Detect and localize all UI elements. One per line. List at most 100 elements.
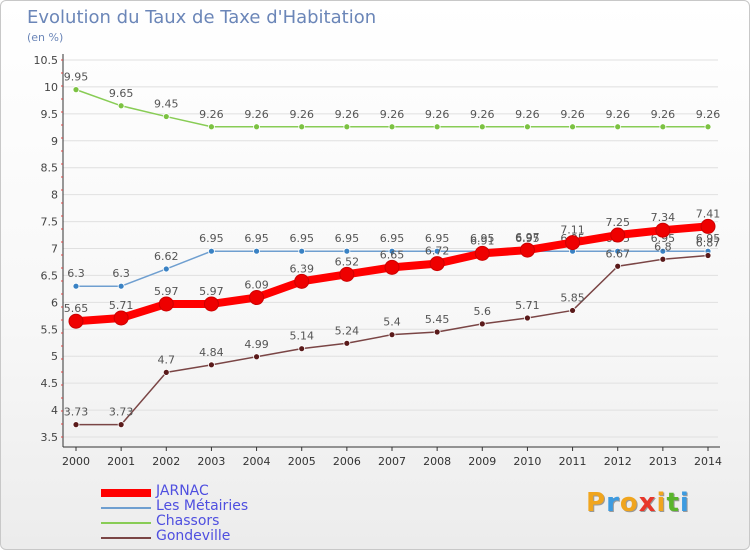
data-point-les-metairies (614, 247, 622, 255)
data-point-chassors (388, 123, 396, 131)
data-point-les-metairies (253, 247, 260, 255)
data-label-jarnac: 6.97 (515, 231, 540, 244)
data-label-les-metairies: 6.3 (67, 267, 85, 280)
x-tick-label: 2008 (423, 455, 451, 468)
legend-swatch-jarnac (101, 489, 151, 497)
data-label-chassors: 9.26 (515, 108, 540, 121)
data-label-chassors: 9.26 (199, 108, 224, 121)
data-point-jarnac (113, 310, 129, 326)
y-tick-label: 10 (44, 81, 58, 94)
logo-letter: i (656, 488, 667, 518)
data-point-jarnac (158, 296, 174, 312)
x-tick-label: 2000 (62, 455, 90, 468)
y-tick-label: 9 (51, 135, 58, 148)
series-line-gondeville (76, 254, 709, 426)
data-label-jarnac: 5.97 (199, 285, 224, 298)
data-point-chassors (208, 123, 215, 131)
data-label-les-metairies: 6.95 (425, 232, 450, 245)
data-label-gondeville: 5.6 (474, 305, 492, 318)
data-point-gondeville (72, 421, 80, 429)
data-label-les-metairies: 6.95 (335, 232, 360, 245)
logo-letter: t (666, 488, 680, 518)
x-tick-label: 2014 (694, 455, 722, 468)
data-label-jarnac: 6.65 (380, 248, 405, 261)
logo-letter: P (586, 488, 607, 518)
data-point-les-metairies (343, 247, 351, 255)
chart-title: Evolution du Taux de Taxe d'Habitation (27, 7, 377, 28)
data-point-jarnac (474, 245, 490, 261)
x-tick-label: 2006 (333, 455, 361, 468)
data-point-les-metairies (117, 282, 125, 290)
data-label-chassors: 9.65 (109, 87, 134, 100)
data-point-chassors (659, 123, 667, 131)
data-label-gondeville: 5.24 (335, 324, 360, 337)
data-point-les-metairies (659, 247, 667, 255)
data-point-gondeville (253, 353, 260, 361)
data-point-jarnac (565, 235, 581, 251)
y-tick-label: 3.5 (41, 431, 59, 444)
data-label-gondeville: 4.84 (199, 346, 224, 359)
data-label-jarnac: 6.39 (289, 262, 314, 275)
y-tick-label: 5.5 (41, 323, 59, 336)
y-tick-label: 8.5 (41, 162, 59, 175)
data-point-les-metairies (162, 265, 170, 273)
data-point-gondeville (388, 331, 396, 339)
x-tick-label: 2012 (604, 455, 632, 468)
data-point-gondeville (614, 262, 622, 270)
data-label-gondeville: 4.99 (244, 338, 269, 351)
data-label-gondeville: 5.4 (383, 316, 401, 329)
data-label-gondeville: 6.67 (605, 247, 630, 260)
data-point-gondeville (569, 307, 576, 314)
x-tick-label: 2007 (378, 455, 406, 468)
data-point-gondeville (478, 320, 486, 328)
x-tick-label: 2005 (288, 455, 316, 468)
data-label-les-metairies: 6.95 (515, 232, 540, 245)
data-label-gondeville: 5.71 (515, 299, 540, 312)
proxiti-logo: Proxiti (586, 488, 690, 518)
data-label-chassors: 9.26 (289, 108, 314, 121)
data-label-gondeville: 4.7 (158, 353, 176, 366)
data-point-chassors (704, 123, 712, 131)
data-label-chassors: 9.26 (425, 108, 450, 121)
data-point-jarnac (519, 242, 535, 258)
data-point-chassors (343, 123, 351, 131)
data-point-jarnac (429, 256, 445, 272)
data-point-gondeville (704, 252, 712, 259)
x-tick-label: 2004 (243, 455, 271, 468)
y-tick-label: 9.5 (41, 108, 59, 121)
data-label-chassors: 9.26 (335, 108, 360, 121)
logo-letter: o (619, 488, 639, 518)
data-point-gondeville (117, 421, 125, 429)
data-label-les-metairies: 6.95 (651, 232, 676, 245)
data-point-jarnac (384, 259, 400, 275)
chart-unit-label: (en %) (27, 31, 64, 44)
data-point-les-metairies (433, 247, 441, 255)
y-tick-label: 10.5 (34, 54, 59, 67)
data-point-les-metairies (208, 247, 215, 255)
data-point-jarnac (68, 313, 84, 329)
data-point-gondeville (659, 255, 667, 263)
data-label-jarnac: 5.97 (154, 285, 179, 298)
data-point-chassors (162, 113, 170, 120)
logo-letter: x (638, 488, 657, 518)
data-point-chassors (569, 123, 576, 131)
data-label-jarnac: 7.11 (560, 224, 585, 237)
logo-letter: i (679, 488, 690, 518)
x-tick-label: 2001 (107, 455, 135, 468)
data-point-chassors (524, 123, 531, 131)
x-tick-label: 2010 (513, 455, 541, 468)
data-label-jarnac: 5.71 (109, 299, 134, 312)
data-label-les-metairies: 6.62 (154, 250, 179, 263)
logo-letter: r (606, 488, 620, 518)
data-point-chassors (253, 123, 260, 131)
data-label-chassors: 9.26 (605, 108, 630, 121)
data-point-les-metairies (72, 282, 80, 290)
data-point-jarnac (339, 266, 355, 282)
data-label-les-metairies: 6.95 (289, 232, 314, 245)
data-label-chassors: 9.45 (154, 98, 179, 111)
data-label-chassors: 9.26 (696, 108, 721, 121)
data-point-jarnac (610, 227, 626, 243)
data-point-chassors (614, 123, 622, 131)
data-point-jarnac (294, 273, 310, 289)
data-point-gondeville (433, 328, 441, 336)
